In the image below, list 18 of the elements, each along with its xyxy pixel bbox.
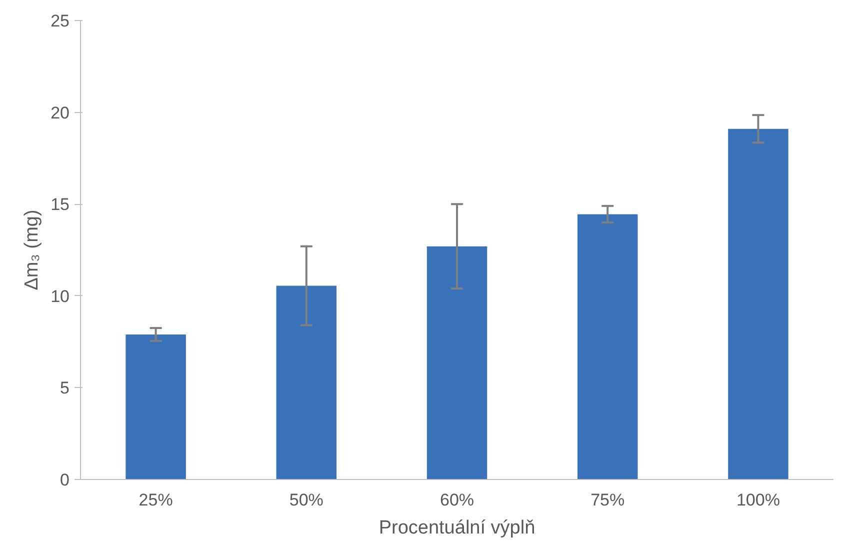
x-tick-label: 60% [440, 490, 474, 510]
y-tick-label: 15 [50, 195, 70, 214]
y-tick-label: 10 [50, 286, 70, 306]
x-tick-label: 25% [138, 490, 173, 510]
y-tick-label: 25 [50, 12, 70, 30]
x-tick-label: 100% [736, 490, 780, 510]
bar [577, 214, 638, 480]
bar [126, 334, 186, 480]
y-tick-label: 5 [60, 378, 70, 398]
y-tick-label: 0 [60, 470, 70, 490]
x-tick-label: 75% [590, 490, 625, 510]
bar [426, 246, 488, 480]
bar [276, 286, 337, 480]
x-tick-label: 50% [289, 490, 324, 510]
y-axis-title: Δm₃ (mg) [22, 210, 43, 290]
bar [728, 128, 788, 480]
y-tick-label: 20 [50, 103, 70, 122]
x-axis-title: Procentuální výplň [378, 518, 536, 538]
